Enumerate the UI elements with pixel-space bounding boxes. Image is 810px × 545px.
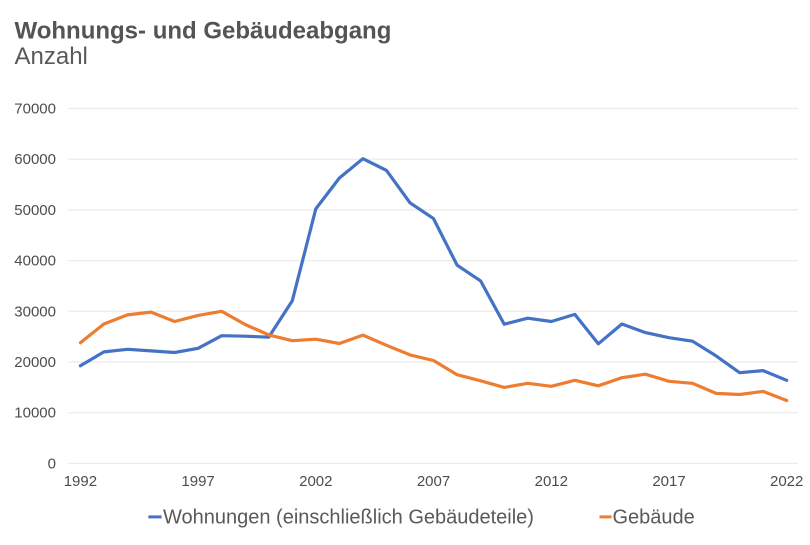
svg-text:40000: 40000: [14, 253, 56, 270]
svg-text:Wohnungen (einschließlich Gebä: Wohnungen (einschließlich Gebäudeteile): [163, 507, 534, 529]
svg-text:10000: 10000: [14, 405, 56, 422]
svg-text:Wohnungs- und Gebäudeabgang: Wohnungs- und Gebäudeabgang: [15, 18, 392, 45]
svg-text:60000: 60000: [14, 151, 56, 168]
svg-text:30000: 30000: [14, 303, 56, 320]
svg-text:2022: 2022: [770, 473, 803, 490]
svg-text:50000: 50000: [14, 202, 56, 219]
svg-text:2017: 2017: [652, 473, 685, 490]
svg-text:2002: 2002: [299, 473, 332, 490]
svg-text:0: 0: [48, 455, 56, 472]
svg-text:2012: 2012: [535, 473, 568, 490]
svg-text:70000: 70000: [14, 101, 56, 118]
svg-text:20000: 20000: [14, 354, 56, 371]
svg-text:2007: 2007: [417, 473, 450, 490]
svg-text:Gebäude: Gebäude: [613, 507, 695, 529]
svg-text:Anzahl: Anzahl: [15, 43, 88, 70]
svg-text:1997: 1997: [181, 473, 214, 490]
svg-text:1992: 1992: [64, 473, 97, 490]
